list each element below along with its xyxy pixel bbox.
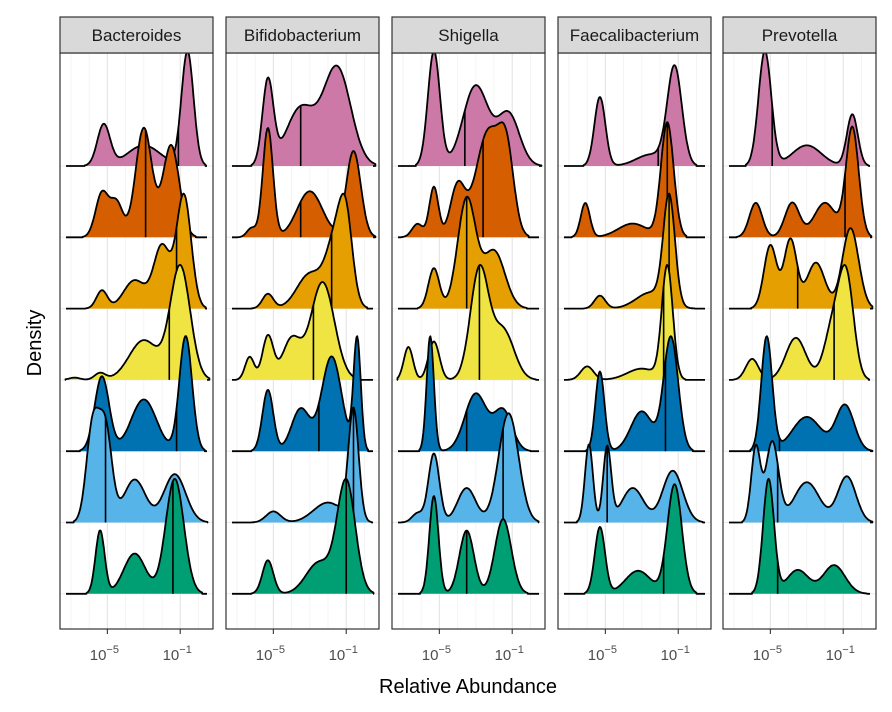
density-ridge-fill [251, 65, 376, 166]
facet-panel-4: Prevotella 10−5 10−1 [722, 16, 877, 664]
density-ridge-fill [84, 51, 206, 166]
density-ridge-outline [64, 264, 211, 381]
density-ridge-outline [66, 477, 207, 595]
density-ridge-fill [401, 413, 539, 523]
facet-strip-label: Bacteroides [92, 26, 182, 45]
density-ridge-fill [251, 193, 368, 309]
density-ridge-fill [584, 484, 697, 594]
facet-strip [722, 16, 877, 54]
density-ridge-outline [66, 335, 207, 453]
facet-panel-2: Shigella 10−5 10−1 [391, 16, 546, 664]
x-axis-title: Relative Abundance [379, 676, 557, 698]
density-ridge-outline [564, 64, 705, 167]
density-ridge-outline [564, 335, 705, 453]
density-ridge-outline [398, 195, 539, 310]
density-ridge-outline [729, 477, 870, 595]
facet-strip [557, 16, 712, 54]
density-ridge-outline [66, 126, 207, 239]
panel-background [558, 53, 711, 629]
density-ridge-fill [251, 336, 369, 452]
density-ridge-outline [232, 477, 375, 595]
density-ridge-fill [420, 496, 528, 594]
facet-strip [59, 16, 214, 54]
panels-layer: Bacteroides 10−5 10−1 Bifidobacterium 10−5 10… [59, 16, 877, 664]
density-ridge-outline [564, 443, 705, 524]
density-ridge-outline [398, 121, 539, 239]
density-ridge-fill [236, 282, 359, 380]
facet-strip [225, 16, 380, 54]
x-tick-label: 10−5 [422, 644, 451, 664]
x-tick-label: 10−1 [495, 644, 524, 664]
density-ridge-outline [232, 281, 373, 381]
facet-panel-3: Faecalibacterium 10−5 10−1 [557, 16, 712, 664]
facet-strip-label: Faecalibacterium [570, 26, 699, 45]
density-ridge-outline [232, 64, 377, 167]
facet-strip-label: Prevotella [762, 26, 838, 45]
x-tick-label: 10−5 [256, 644, 285, 664]
density-ridge-fill [742, 441, 873, 523]
density-ridge-fill [65, 264, 210, 380]
facet-strip-label: Shigella [438, 26, 499, 45]
density-ridge-outline [232, 192, 373, 310]
density-ridge-outline [729, 335, 874, 453]
facet-strip-label: Bifidobacterium [244, 26, 361, 45]
density-ridge-outline [398, 495, 539, 595]
density-ridge-outline [564, 121, 705, 239]
density-ridge-outline [729, 125, 873, 239]
x-tick-label: 10−1 [329, 644, 358, 664]
x-tick-label: 10−5 [588, 644, 617, 664]
density-ridge-outline [729, 440, 874, 524]
density-ridge-outline [564, 192, 705, 310]
x-tick-label: 10−5 [90, 644, 119, 664]
x-tick-label: 10−1 [826, 644, 855, 664]
density-ridge-fill [237, 128, 376, 238]
x-tick-label: 10−1 [661, 644, 690, 664]
density-ridge-outline [232, 335, 373, 453]
density-ridge-outline [232, 127, 377, 239]
density-ridge-fill [401, 122, 529, 238]
density-ridge-outline [398, 50, 543, 167]
x-tick-label: 10−5 [753, 644, 782, 664]
facet-strip [391, 16, 546, 54]
density-ridge-fill [750, 336, 873, 452]
density-ridge-outline [66, 406, 209, 524]
density-ridge-fill [415, 51, 542, 166]
density-ridge-outline [396, 264, 539, 381]
density-ridge-fill [251, 478, 374, 594]
density-ridge-outline [564, 264, 705, 381]
facet-panel-0: Bacteroides 10−5 10−1 [59, 16, 214, 664]
density-ridge-fill [80, 336, 205, 452]
density-ridge-fill [417, 196, 527, 309]
density-ridge-outline [564, 483, 705, 595]
density-ridge-outline [729, 264, 870, 381]
density-ridge-outline [729, 227, 874, 310]
density-ridge-outline [66, 192, 207, 310]
y-axis-title: Density [24, 310, 46, 377]
facet-panel-1: Bifidobacterium 10−5 10−1 [225, 16, 380, 664]
density-ridge-fill [571, 122, 687, 238]
x-tick-label: 10−1 [163, 644, 192, 664]
density-ridge-outline [398, 412, 540, 524]
